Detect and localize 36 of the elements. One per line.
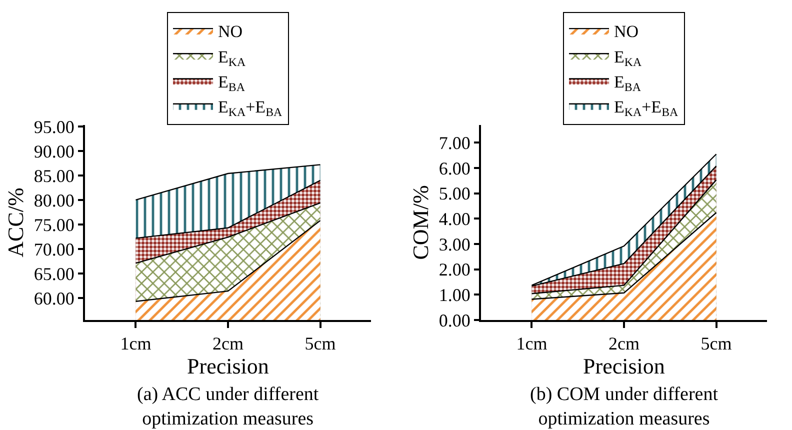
legend-label: NO (614, 22, 639, 42)
y-tick-label: 80.00 (34, 190, 74, 210)
legend-label: E$_{BA}$ (614, 72, 642, 94)
x-tick-label: 1cm (120, 334, 152, 354)
y-tick-label: 7.00 (438, 133, 470, 154)
x-tick-label: 1cm (516, 334, 548, 354)
legend-label: E$_{KA}$+E$_{BA}$ (614, 97, 678, 120)
x-tick-label: 5cm (700, 334, 732, 354)
text: (a) ACC under different optimization measures (137, 384, 320, 430)
y-tick-label: 1.00 (438, 284, 470, 305)
legend-label: E$_{KA}$ (614, 47, 642, 69)
y-tick-label: 2.00 (438, 260, 470, 280)
y-tick-label: 95.00 (34, 116, 74, 137)
x-tick-label: 5cm (304, 334, 336, 354)
y-tick-label: 70.00 (34, 239, 74, 260)
text: (b) COM under different optimization measures (530, 384, 719, 430)
y-tick-label: 90.00 (34, 141, 74, 162)
x-tick-label: 2cm (608, 334, 640, 354)
x-axis-title: Precision (583, 354, 665, 379)
y-tick-label: 3.00 (438, 234, 470, 254)
legend-label: E$_{KA}$ (218, 47, 246, 69)
y-tick-label: 60.00 (34, 288, 74, 308)
x-axis-title: Precision (187, 354, 269, 379)
y-tick-label: 85.00 (34, 166, 74, 186)
y-tick-label: 4.00 (438, 209, 470, 229)
y-tick-label: 65.00 (34, 264, 74, 284)
legend-label: NO (218, 22, 243, 42)
x-tick-label: 2cm (212, 334, 244, 354)
y-tick-label: 6.00 (438, 158, 470, 178)
y-axis-title: ACC/% (3, 188, 28, 258)
y-axis-title: COM/% (408, 185, 434, 260)
y-tick-label: 0.00 (438, 310, 470, 330)
legend-label: E$_{BA}$ (218, 72, 246, 94)
y-tick-label: 75.00 (34, 214, 74, 235)
y-tick-label: 5.00 (438, 184, 470, 204)
legend-label: E$_{KA}$+E$_{BA}$ (218, 97, 282, 120)
